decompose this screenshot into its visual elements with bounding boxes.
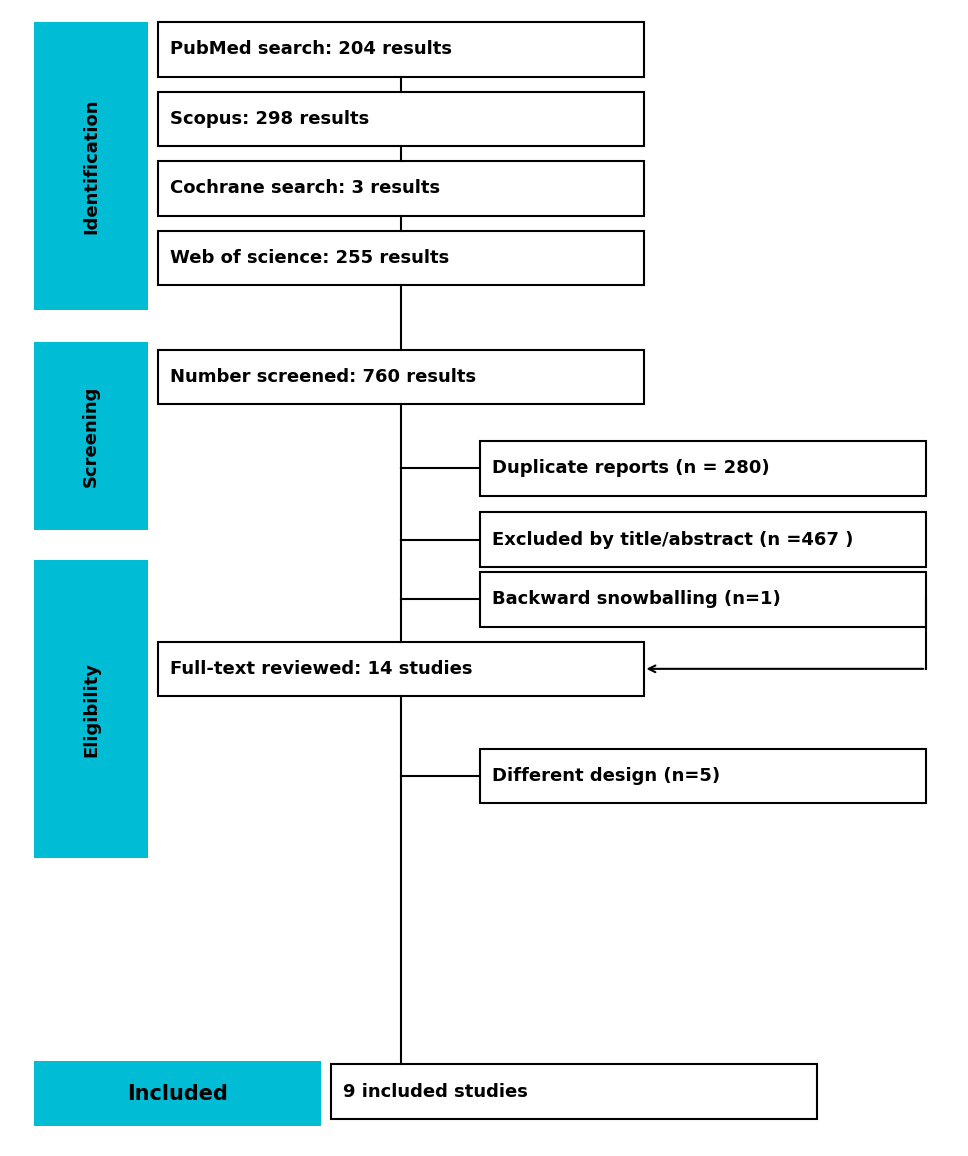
Bar bbox=[480, 512, 926, 568]
Bar bbox=[34, 561, 148, 858]
Bar bbox=[158, 349, 644, 405]
Bar bbox=[331, 1065, 817, 1119]
Bar bbox=[158, 22, 644, 76]
Bar bbox=[158, 161, 644, 216]
Text: Full-text reviewed: 14 studies: Full-text reviewed: 14 studies bbox=[169, 660, 472, 677]
Text: Screening: Screening bbox=[82, 385, 100, 487]
Text: Eligibility: Eligibility bbox=[82, 661, 100, 756]
Bar bbox=[158, 642, 644, 696]
Bar bbox=[480, 572, 926, 627]
Text: Identification: Identification bbox=[82, 98, 100, 234]
Text: Cochrane search: 3 results: Cochrane search: 3 results bbox=[169, 179, 439, 198]
Text: Excluded by title/abstract (n =467 ): Excluded by title/abstract (n =467 ) bbox=[492, 531, 854, 549]
Bar bbox=[480, 749, 926, 803]
Text: Number screened: 760 results: Number screened: 760 results bbox=[169, 368, 476, 386]
Text: Scopus: 298 results: Scopus: 298 results bbox=[169, 110, 369, 128]
Text: Different design (n=5): Different design (n=5) bbox=[492, 768, 720, 785]
Text: Duplicate reports (n = 280): Duplicate reports (n = 280) bbox=[492, 459, 770, 477]
Bar bbox=[34, 1061, 321, 1126]
Bar bbox=[34, 342, 148, 531]
Bar bbox=[158, 230, 644, 286]
Text: 9 included studies: 9 included studies bbox=[344, 1083, 529, 1101]
Text: Included: Included bbox=[127, 1084, 228, 1104]
Text: PubMed search: 204 results: PubMed search: 204 results bbox=[169, 40, 452, 58]
Bar bbox=[34, 22, 148, 310]
Bar bbox=[480, 440, 926, 496]
Bar bbox=[158, 91, 644, 146]
Text: Web of science: 255 results: Web of science: 255 results bbox=[169, 249, 449, 267]
Text: Backward snowballing (n=1): Backward snowballing (n=1) bbox=[492, 591, 780, 608]
